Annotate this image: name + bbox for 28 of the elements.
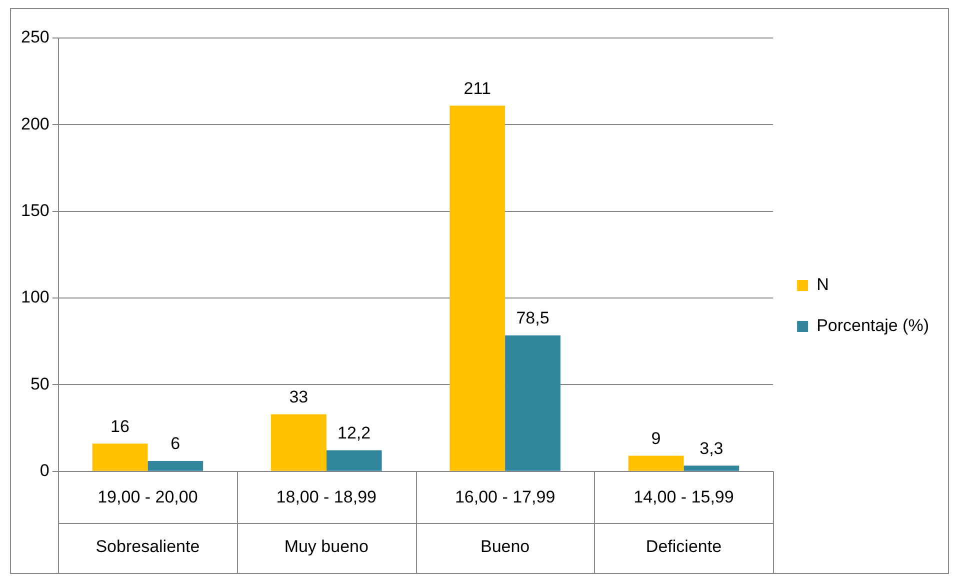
y-tick-label: 150 xyxy=(20,201,50,220)
y-tick-label: 250 xyxy=(20,28,50,47)
bar xyxy=(684,466,740,471)
data-label: 211 xyxy=(464,78,491,98)
bar xyxy=(270,414,326,471)
category-label: 14,00 - 15,99 Deficiente xyxy=(634,488,734,556)
y-tick-label: 200 xyxy=(20,114,50,134)
category-label: 18,00 - 18,99 Muy bueno xyxy=(276,488,376,556)
data-label: 78,5 xyxy=(516,308,550,328)
data-label: 16 xyxy=(110,416,130,436)
category-label: 16,00 - 17,99 Bueno xyxy=(454,488,556,556)
bar xyxy=(148,461,204,471)
legend-label: N xyxy=(816,275,829,294)
legend-label: Porcentaje (%) xyxy=(816,316,930,336)
bar xyxy=(326,450,382,471)
y-tick-label: 50 xyxy=(30,374,50,394)
data-label: 6 xyxy=(170,434,180,454)
y-tick-label: 0 xyxy=(40,461,50,480)
bar xyxy=(92,444,148,471)
data-label: 33 xyxy=(289,387,308,406)
data-label: 9 xyxy=(651,428,661,448)
data-label: 12,2 xyxy=(338,423,371,442)
data-label: 3,3 xyxy=(700,438,724,458)
bar xyxy=(450,106,506,471)
category-label: 19,00 - 20,00 Sobresaliente xyxy=(96,488,200,556)
bar xyxy=(628,456,684,471)
y-tick-label: 100 xyxy=(20,288,50,307)
bar xyxy=(505,335,560,471)
